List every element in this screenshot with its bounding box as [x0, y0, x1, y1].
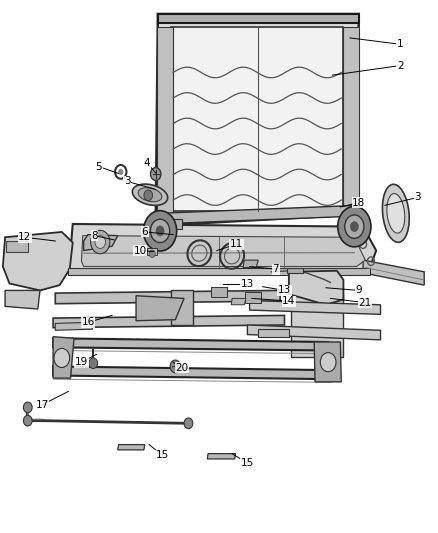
Polygon shape: [136, 296, 184, 321]
Text: 8: 8: [91, 231, 98, 241]
Polygon shape: [157, 27, 173, 213]
Circle shape: [23, 402, 32, 413]
Polygon shape: [231, 298, 246, 305]
Polygon shape: [5, 290, 40, 309]
Text: 21: 21: [359, 297, 372, 308]
Text: 13: 13: [241, 279, 254, 288]
Polygon shape: [291, 294, 343, 357]
Text: 1: 1: [397, 39, 403, 49]
Text: 15: 15: [155, 450, 169, 460]
Circle shape: [320, 353, 336, 372]
Circle shape: [338, 206, 371, 247]
Polygon shape: [171, 27, 343, 211]
Polygon shape: [258, 329, 289, 337]
Circle shape: [150, 167, 161, 180]
Polygon shape: [287, 268, 303, 273]
Text: 6: 6: [141, 227, 148, 237]
Text: 3: 3: [414, 192, 421, 203]
Polygon shape: [118, 445, 145, 450]
Ellipse shape: [382, 184, 409, 243]
Circle shape: [91, 230, 110, 254]
Polygon shape: [53, 367, 332, 379]
Text: 16: 16: [81, 317, 95, 327]
Polygon shape: [243, 260, 258, 268]
Polygon shape: [247, 325, 381, 340]
Polygon shape: [158, 14, 359, 23]
Polygon shape: [171, 290, 193, 325]
Text: 2: 2: [397, 61, 403, 70]
Circle shape: [345, 215, 364, 238]
Polygon shape: [207, 454, 236, 459]
Text: 20: 20: [175, 362, 188, 373]
Polygon shape: [363, 260, 424, 285]
Text: 12: 12: [18, 232, 32, 243]
Text: 3: 3: [124, 176, 131, 187]
Polygon shape: [211, 287, 227, 297]
Polygon shape: [155, 219, 182, 229]
Polygon shape: [155, 14, 359, 224]
Polygon shape: [81, 236, 365, 266]
Ellipse shape: [138, 188, 162, 202]
Polygon shape: [3, 232, 73, 290]
Text: 17: 17: [35, 400, 49, 410]
Circle shape: [170, 360, 180, 373]
Polygon shape: [55, 322, 92, 330]
Polygon shape: [158, 205, 359, 224]
Circle shape: [89, 358, 98, 368]
Polygon shape: [68, 268, 370, 275]
Text: 9: 9: [355, 286, 362, 295]
Text: 18: 18: [352, 198, 365, 208]
Text: 19: 19: [75, 357, 88, 367]
Polygon shape: [245, 292, 261, 303]
Circle shape: [184, 418, 193, 429]
Circle shape: [150, 219, 170, 243]
Circle shape: [54, 349, 70, 368]
Polygon shape: [343, 27, 359, 213]
Polygon shape: [55, 290, 280, 304]
Text: 14: 14: [282, 296, 296, 306]
Polygon shape: [84, 235, 118, 251]
Polygon shape: [6, 241, 28, 252]
Text: 15: 15: [241, 458, 254, 468]
Text: 11: 11: [230, 239, 243, 249]
Polygon shape: [53, 316, 285, 328]
Circle shape: [144, 190, 152, 200]
Circle shape: [95, 236, 106, 248]
Circle shape: [23, 415, 32, 426]
Circle shape: [155, 225, 164, 236]
Text: 13: 13: [278, 286, 291, 295]
Circle shape: [118, 168, 124, 175]
Polygon shape: [64, 224, 376, 274]
Text: 7: 7: [272, 264, 279, 274]
Text: 5: 5: [95, 161, 102, 172]
Ellipse shape: [387, 193, 405, 233]
Polygon shape: [314, 342, 341, 382]
Circle shape: [144, 211, 177, 251]
Circle shape: [350, 221, 359, 232]
Polygon shape: [147, 248, 157, 255]
Polygon shape: [53, 337, 74, 378]
Text: 4: 4: [144, 158, 150, 168]
Circle shape: [149, 250, 155, 257]
Text: 10: 10: [134, 246, 147, 255]
Polygon shape: [53, 338, 328, 351]
Polygon shape: [289, 271, 343, 305]
Polygon shape: [250, 301, 381, 314]
Ellipse shape: [132, 184, 168, 205]
